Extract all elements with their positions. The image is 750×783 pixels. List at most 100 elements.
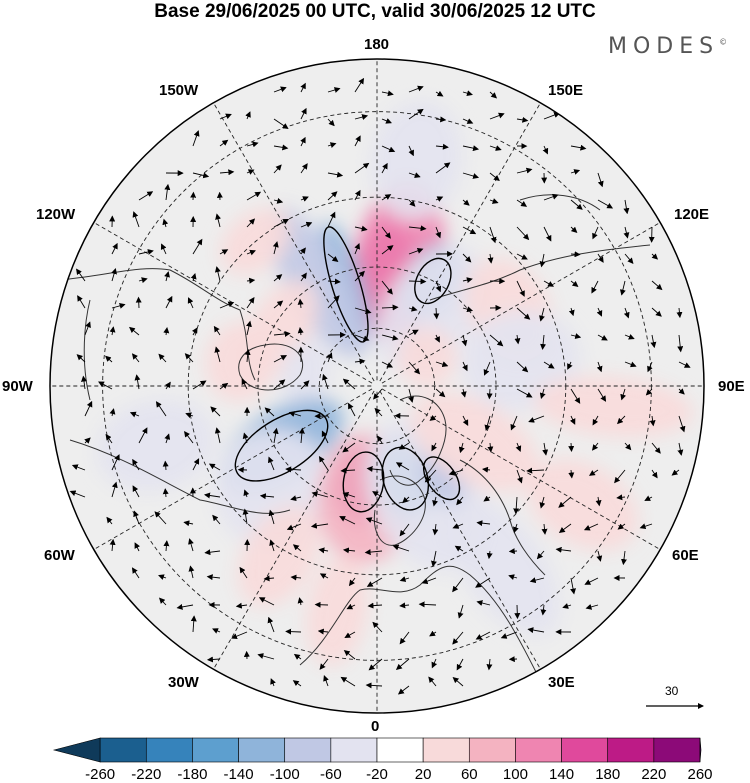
- wind-arrow: [489, 172, 500, 181]
- wind-arrow: [486, 658, 493, 671]
- wind-arrow: [596, 550, 603, 562]
- colorbar-tick-label: 180: [595, 766, 621, 783]
- wind-arrow: [399, 576, 410, 582]
- wind-arrow: [109, 538, 116, 552]
- wind-arrow: [319, 573, 329, 579]
- wind-arrow: [344, 631, 356, 639]
- wind-arrow: [272, 427, 279, 444]
- wind-arrow: [327, 253, 339, 263]
- wind-arrow: [588, 469, 599, 476]
- wind-arrow: [462, 361, 468, 372]
- wind-arrow: [111, 267, 117, 282]
- wind-arrow: [327, 211, 336, 228]
- wind-arrow: [297, 327, 304, 336]
- wind-arrow: [273, 379, 286, 390]
- wind-arrow: [214, 346, 221, 363]
- wind-arrow: [435, 280, 442, 293]
- wind-arrow: [158, 353, 167, 363]
- wind-arrow: [542, 442, 549, 456]
- wind-arrow: [458, 442, 465, 454]
- wind-arrow: [342, 491, 356, 498]
- wind-arrow: [539, 496, 546, 509]
- wind-arrow: [131, 353, 140, 363]
- wind-arrow: [204, 492, 221, 499]
- wind-arrow: [111, 242, 118, 255]
- wind-arrow: [190, 272, 197, 282]
- wind-arrow: [678, 361, 691, 368]
- wind-arrow: [318, 547, 329, 554]
- wind-arrow: [597, 253, 604, 263]
- wind-arrow: [373, 388, 383, 400]
- wind-arrow: [624, 333, 635, 340]
- wind-arrow: [285, 466, 302, 473]
- wind-arrow: [381, 194, 392, 201]
- wind-arrow: [286, 523, 302, 531]
- wind-arrow: [570, 199, 583, 210]
- wind-arrow: [235, 602, 248, 609]
- wind-arrow: [298, 427, 305, 444]
- wind-arrow: [340, 676, 356, 687]
- wind-arrow: [428, 676, 437, 687]
- wind-arrow: [339, 516, 356, 525]
- wind-arrow: [111, 454, 120, 471]
- wind-arrow: [366, 466, 383, 472]
- wind-arrow: [483, 361, 491, 376]
- wind-arrow: [138, 249, 154, 255]
- colorbar-segment: [422, 737, 470, 763]
- colorbar-tick-label: 100: [502, 766, 528, 783]
- map-disc-border: [49, 58, 705, 714]
- colorbar-segment: [561, 737, 609, 763]
- lon-label-60w: 60W: [44, 547, 75, 564]
- wind-arrow: [269, 539, 276, 552]
- wind-arrow: [462, 118, 474, 124]
- wind-arrow: [489, 91, 498, 99]
- wind-arrow: [408, 225, 427, 232]
- colorbar: [52, 737, 702, 763]
- wind-arrow: [399, 631, 410, 645]
- wind-arrow: [614, 469, 626, 484]
- wind-arrow: [184, 353, 194, 363]
- lon-label-120e: 120E: [674, 206, 710, 223]
- wind-arrow: [288, 411, 302, 417]
- colorbar-tick-label: -20: [366, 766, 388, 783]
- meridian-line: [213, 102, 375, 382]
- wind-arrow: [129, 326, 140, 336]
- wind-arrow: [543, 226, 552, 242]
- wind-arrow: [300, 221, 313, 228]
- wind-arrow: [243, 489, 250, 498]
- wind-arrow: [268, 456, 275, 471]
- wind-arrow: [204, 549, 221, 556]
- wind-arrow: [348, 577, 356, 587]
- wind-arrow: [429, 630, 437, 637]
- wind-arrow: [318, 455, 329, 471]
- anomaly-blob: [96, 399, 215, 492]
- wind-arrow: [212, 514, 221, 525]
- colorbar-segment: [653, 737, 701, 763]
- wind-arrow: [273, 197, 284, 204]
- wind-arrow: [408, 329, 419, 336]
- wind-arrow: [299, 247, 306, 255]
- wind-arrow: [354, 114, 369, 120]
- wind-arrow: [327, 191, 338, 201]
- wind-arrow: [621, 550, 627, 566]
- wind-arrow: [435, 196, 444, 202]
- wind-arrow: [399, 523, 410, 537]
- wind-arrow: [354, 135, 361, 147]
- lon-label-0: 0: [371, 718, 380, 735]
- wind-arrow: [327, 142, 337, 148]
- wind-arrow: [645, 388, 653, 396]
- wind-arrow: [435, 143, 449, 150]
- meridian-line: [379, 102, 541, 382]
- wind-arrow: [273, 300, 284, 309]
- wind-arrow: [155, 401, 167, 417]
- wind-arrow: [84, 400, 93, 417]
- wind-arrow: [528, 415, 545, 423]
- coastline: [429, 244, 651, 301]
- wind-arrow: [568, 442, 575, 453]
- wind-arrow: [639, 523, 653, 530]
- coastline: [389, 395, 447, 486]
- wind-arrow: [516, 167, 533, 174]
- wind-arrow: [678, 415, 686, 433]
- colorbar-tick-label: -60: [320, 766, 342, 783]
- wind-arrow: [462, 277, 473, 284]
